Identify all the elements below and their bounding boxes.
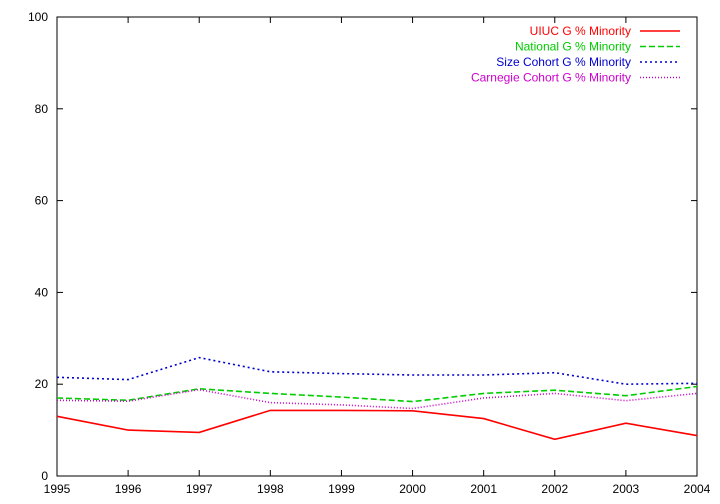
- axis-ticks: [56, 16, 698, 477]
- plot-frame: [56, 16, 698, 477]
- x-tick-label: 2003: [613, 482, 640, 496]
- x-tick-label: 1998: [257, 482, 284, 496]
- legend-label: UIUC G % Minority: [530, 24, 631, 38]
- x-tick-label: 2001: [470, 482, 497, 496]
- legend-label: Size Cohort G % Minority: [496, 55, 631, 69]
- series-line-3: [56, 356, 698, 386]
- series-line-4: [56, 388, 698, 410]
- x-tick-label: 2000: [399, 482, 426, 496]
- axis-tick-labels: 1995 1996 1997 1998 1999 2000 2001 2002 2003 2004…: [28, 10, 711, 496]
- x-tick-label: 1996: [115, 482, 142, 496]
- legend-label: Carnegie Cohort G % Minority: [471, 71, 631, 85]
- y-tick-label: 100: [28, 10, 48, 24]
- x-tick-label: 1999: [328, 482, 355, 496]
- x-tick-label: 1997: [186, 482, 213, 496]
- x-tick-label: 2004: [684, 482, 711, 496]
- series-lines: [56, 356, 698, 441]
- y-tick-label: 40: [35, 285, 49, 299]
- legend: UIUC G % Minority National G % MinoritySi…: [471, 24, 680, 85]
- series-line-2: [56, 385, 698, 403]
- x-tick-label: 2002: [541, 482, 568, 496]
- y-tick-label: 80: [35, 102, 49, 116]
- series-line-1: [56, 409, 698, 441]
- y-tick-label: 20: [35, 377, 49, 391]
- x-tick-label: 1995: [44, 482, 71, 496]
- y-tick-label: 60: [35, 194, 49, 208]
- legend-label: National G % Minority: [515, 40, 631, 54]
- y-tick-label: 0: [41, 469, 48, 483]
